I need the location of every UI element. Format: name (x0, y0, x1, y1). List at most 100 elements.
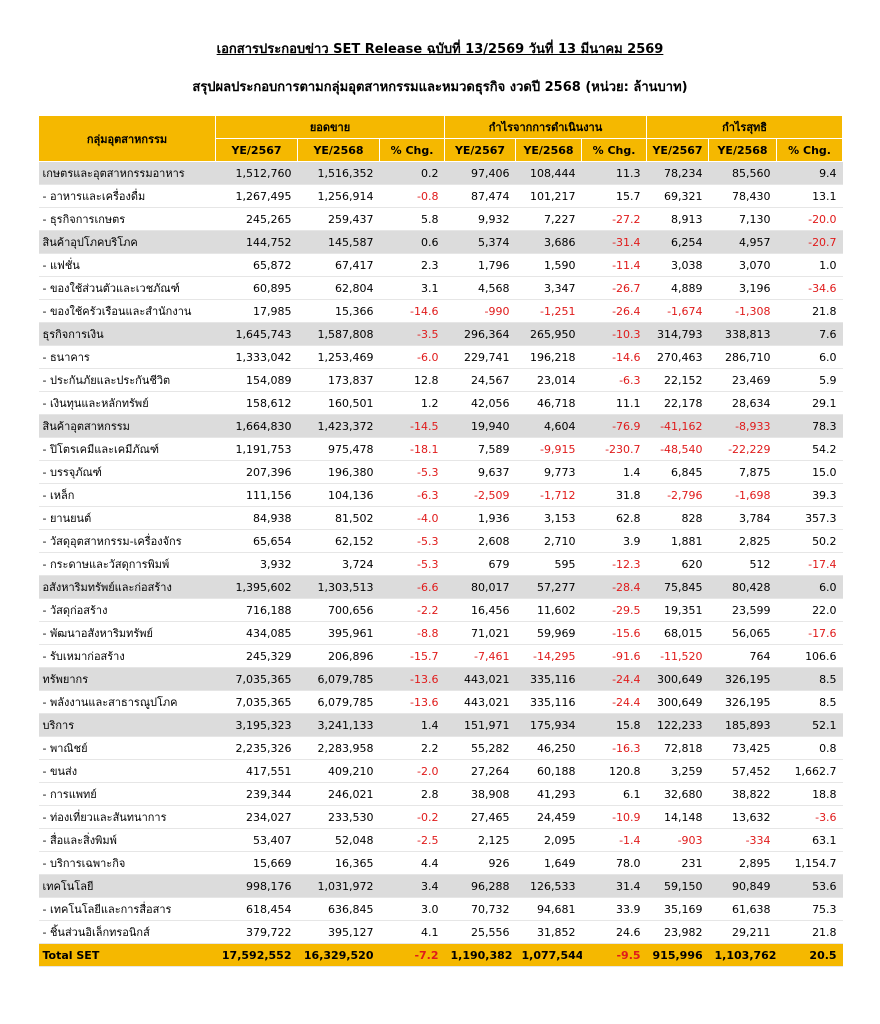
cell: 27,465 (444, 805, 516, 829)
group-row: บริการ 3,195,323 3,241,133 1.4 151,971 175,93… (38, 713, 843, 737)
cell: 104,136 (297, 483, 380, 507)
cell: 57,277 (515, 575, 582, 599)
cell: 335,116 (515, 690, 582, 714)
cell: 4.4 (379, 851, 445, 875)
cell: 234,027 (215, 805, 298, 829)
row-label: - ของใช้ครัวเรือนและสำนักงาน (38, 299, 216, 323)
cell: 23,014 (515, 368, 582, 392)
cell: -20.0 (776, 207, 843, 231)
cell: -12.3 (581, 552, 647, 576)
cell: 2,235,326 (215, 736, 298, 760)
cell: -6.6 (379, 575, 445, 599)
sub-row: - ประกันภัยและประกันชีวิต 154,089 173,837 1… (38, 368, 843, 392)
cell: 25,556 (444, 920, 516, 944)
cell: -7,461 (444, 644, 516, 668)
cell: 73,425 (708, 736, 777, 760)
group-header: กำไรสุทธิ (646, 115, 844, 139)
cell: 357.3 (776, 506, 843, 530)
cell: 17,592,552 (215, 943, 298, 967)
sub-row: - อาหารและเครื่องดื่ม 1,267,495 1,256,914-… (38, 184, 843, 208)
cell: 108,444 (515, 161, 582, 185)
row-label: เทคโนโลยี (38, 874, 216, 898)
cell: 3,196 (708, 276, 777, 300)
cell: 1,154.7 (776, 851, 843, 875)
group-row: ธุรกิจการเงิน 1,645,743 1,587,808 -3.5 296,3… (38, 322, 843, 346)
cell: 57,452 (708, 759, 777, 783)
row-label: - ยานยนต์ (38, 506, 216, 530)
cell: 9,773 (515, 460, 582, 484)
column-header: YE/2568 (515, 138, 582, 162)
cell: 9.4 (776, 161, 843, 185)
cell: 5.8 (379, 207, 445, 231)
cell: 4,604 (515, 414, 582, 438)
cell: 11.1 (581, 391, 647, 415)
cell: 6.0 (776, 575, 843, 599)
row-label: - วัสดุอุตสาหกรรม-เครื่องจักร (38, 529, 216, 553)
row-label: - เหล็ก (38, 483, 216, 507)
cell: 618,454 (215, 897, 298, 921)
cell: 87,474 (444, 184, 516, 208)
row-label: - การแพทย์ (38, 782, 216, 806)
cell: 636,845 (297, 897, 380, 921)
cell: 8,913 (646, 207, 709, 231)
cell: 11,602 (515, 598, 582, 622)
cell: -1.4 (581, 828, 647, 852)
cell: 21.8 (776, 299, 843, 323)
cell: 245,329 (215, 644, 298, 668)
group-row: สินค้าอุปโภคบริโภค 144,752 145,587 0.6 5,374… (38, 230, 843, 254)
cell: 1,190,382 (444, 943, 516, 967)
cell: -10.3 (581, 322, 647, 346)
cell: 1,796 (444, 253, 516, 277)
sub-row: - ชิ้นส่วนอิเล็กทรอนิกส์ 379,722 395,127 4.… (38, 920, 843, 944)
cell: 379,722 (215, 920, 298, 944)
cell: 78.0 (581, 851, 647, 875)
cell: 42,056 (444, 391, 516, 415)
cell: 0.2 (379, 161, 445, 185)
cell: 0.8 (776, 736, 843, 760)
column-header: YE/2567 (646, 138, 710, 162)
cell: -9.5 (581, 943, 647, 967)
cell: 8.5 (776, 667, 843, 691)
cell: 120.8 (581, 759, 647, 783)
cell: 126,533 (515, 874, 582, 898)
sub-row: - เทคโนโลยีและการสื่อสาร 618,454 636,845 3.… (38, 897, 843, 921)
cell: 23,599 (708, 598, 777, 622)
cell: -1,712 (515, 483, 582, 507)
cell: 63.1 (776, 828, 843, 852)
cell: -11.4 (581, 253, 647, 277)
cell: 1,664,830 (215, 414, 298, 438)
row-label: - พลังงานและสาธารณูปโภค (38, 690, 216, 714)
sub-row: - กระดาษและวัสดุการพิมพ์ 3,932 3,724 -5.3 67… (38, 552, 843, 576)
cell: 7.6 (776, 322, 843, 346)
row-label: ทรัพยากร (38, 667, 216, 691)
cell: 85,560 (708, 161, 777, 185)
cell: 3,038 (646, 253, 709, 277)
cell: -18.1 (379, 437, 445, 461)
cell: 4.1 (379, 920, 445, 944)
cell: 22.0 (776, 598, 843, 622)
group-row: สินค้าอุตสาหกรรม 1,664,830 1,423,372 -14.5 1… (38, 414, 843, 438)
cell: 28,634 (708, 391, 777, 415)
cell: 75,845 (646, 575, 709, 599)
cell: -5.3 (379, 552, 445, 576)
cell: -26.7 (581, 276, 647, 300)
row-label: - เทคโนโลยีและการสื่อสาร (38, 897, 216, 921)
cell: 14,148 (646, 805, 709, 829)
cell: 29,211 (708, 920, 777, 944)
cell: 1.4 (379, 713, 445, 737)
row-label: เกษตรและอุตสาหกรรมอาหาร (38, 161, 216, 185)
cell: 22,152 (646, 368, 709, 392)
cell: -13.6 (379, 690, 445, 714)
results-table: กลุ่มอุตสาหกรรม ยอดขาย กำไรจากการดำเนินงาน… (38, 115, 844, 967)
cell: -14.6 (379, 299, 445, 323)
cell: 154,089 (215, 368, 298, 392)
sub-row: - ขนส่ง 417,551 409,210 -2.0 27,264 60,188 120… (38, 759, 843, 783)
cell: 9,932 (444, 207, 516, 231)
cell: -990 (444, 299, 516, 323)
sub-row: - บรรจุภัณฑ์ 207,396 196,380 -5.3 9,637 9,773… (38, 460, 843, 484)
cell: -8.8 (379, 621, 445, 645)
cell: 679 (444, 552, 516, 576)
cell: 12.8 (379, 368, 445, 392)
cell: 1,645,743 (215, 322, 298, 346)
column-header: % Chg. (379, 138, 445, 162)
